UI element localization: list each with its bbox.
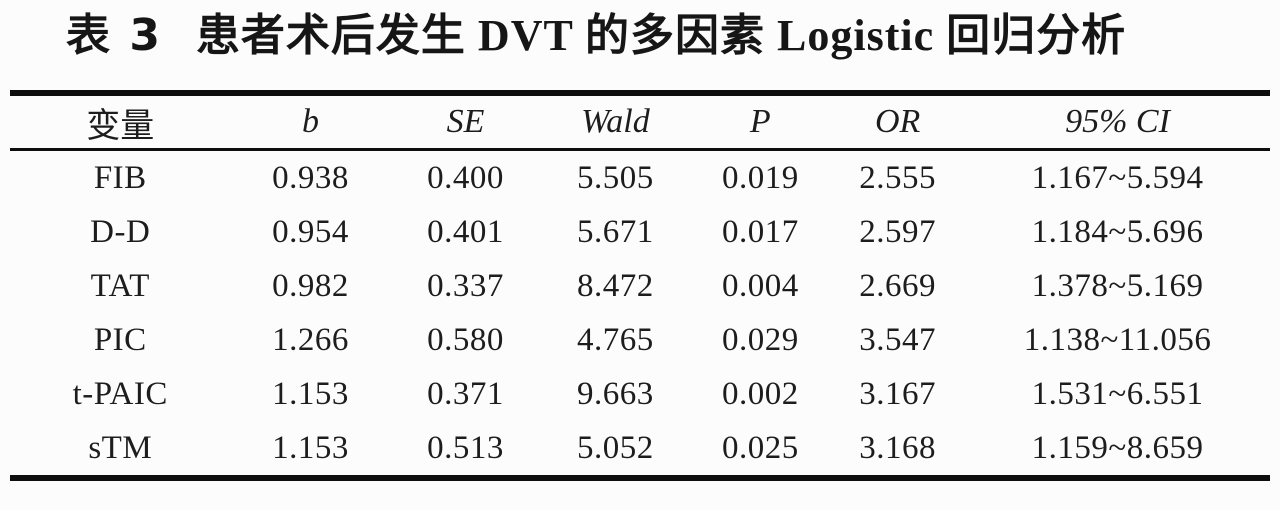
cell-wald: 5.671: [577, 213, 654, 250]
cell-p: 0.029: [721, 321, 799, 358]
cell-or: 3.167: [859, 375, 937, 412]
cell-variable: FIB: [93, 159, 147, 196]
cell-ci: 1.531~6.551: [1031, 375, 1204, 412]
column-header-ci: 95% CI: [1065, 103, 1170, 140]
table-figure: 表 3 患者术后发生 DVT 的多因素 Logistic 回归分析 变量 b SE…: [0, 8, 1280, 510]
cell-se: 0.400: [427, 159, 504, 196]
cell-or: 2.669: [859, 267, 937, 304]
cell-p: 0.004: [721, 267, 799, 304]
cell-wald: 5.052: [577, 429, 654, 466]
cell-ci: 1.159~8.659: [1031, 429, 1204, 466]
cell-or: 3.547: [859, 321, 937, 358]
column-header-variable: 变量: [86, 107, 155, 145]
cell-or: 3.168: [859, 429, 937, 466]
cell-se: 0.337: [427, 267, 504, 304]
table-row-pic: PIC 1.266 0.580 4.765 0.029 3.547 1.138~…: [10, 313, 1270, 367]
cell-p: 0.019: [721, 159, 799, 196]
table-number: 表 3: [66, 10, 162, 61]
cell-se: 0.401: [427, 213, 504, 250]
cell-p: 0.002: [721, 375, 799, 412]
cell-variable: PIC: [93, 321, 147, 358]
cell-variable: D-D: [90, 213, 151, 250]
cell-b: 1.266: [272, 321, 349, 358]
cell-wald: 8.472: [577, 267, 654, 304]
cell-ci: 1.184~5.696: [1031, 213, 1204, 250]
table-row-tat: TAT 0.982 0.337 8.472 0.004 2.669 1.378~…: [10, 259, 1270, 313]
table-row-stm: sTM 1.153 0.513 5.052 0.025 3.168 1.159~…: [10, 421, 1270, 478]
cell-variable: t-PAIC: [72, 375, 168, 412]
cell-p: 0.017: [721, 213, 799, 250]
cell-wald: 4.765: [577, 321, 654, 358]
table-row-dd: D-D 0.954 0.401 5.671 0.017 2.597 1.184~…: [10, 205, 1270, 259]
column-header-or: OR: [874, 103, 921, 140]
table-body: FIB 0.938 0.400 5.505 0.019 2.555 1.167~…: [10, 150, 1270, 479]
cell-se: 0.371: [427, 375, 504, 412]
cell-wald: 9.663: [577, 375, 654, 412]
cell-ci: 1.167~5.594: [1031, 159, 1204, 196]
cell-se: 0.580: [427, 321, 504, 358]
header-row: 变量 b SE Wald P OR 95% CI: [10, 93, 1270, 150]
cell-b: 1.153: [272, 375, 349, 412]
logistic-regression-table: 变量 b SE Wald P OR 95% CI FIB 0.938 0.400…: [10, 90, 1270, 481]
cell-ci: 1.378~5.169: [1031, 267, 1204, 304]
table-row-tpaic: t-PAIC 1.153 0.371 9.663 0.002 3.167 1.5…: [10, 367, 1270, 421]
table-header: 变量 b SE Wald P OR 95% CI: [10, 93, 1270, 150]
table-caption: 表 3 患者术后发生 DVT 的多因素 Logistic 回归分析: [66, 8, 1280, 63]
cell-wald: 5.505: [577, 159, 654, 196]
cell-se: 0.513: [427, 429, 504, 466]
cell-b: 0.954: [272, 213, 349, 250]
cell-p: 0.025: [721, 429, 799, 466]
column-header-p: P: [749, 103, 771, 140]
column-header-b: b: [302, 103, 319, 140]
cell-or: 2.555: [859, 159, 937, 196]
cell-b: 1.153: [272, 429, 349, 466]
column-header-se: SE: [446, 103, 485, 140]
cell-variable: TAT: [90, 267, 150, 304]
table-title: 患者术后发生 DVT 的多因素 Logistic 回归分析: [195, 11, 1127, 60]
cell-b: 0.982: [272, 267, 349, 304]
cell-b: 0.938: [272, 159, 349, 196]
cell-or: 2.597: [859, 213, 937, 250]
cell-ci: 1.138~11.056: [1023, 321, 1212, 358]
table-row-fib: FIB 0.938 0.400 5.505 0.019 2.555 1.167~…: [10, 150, 1270, 206]
cell-variable: sTM: [88, 429, 153, 466]
column-header-wald: Wald: [581, 103, 650, 140]
